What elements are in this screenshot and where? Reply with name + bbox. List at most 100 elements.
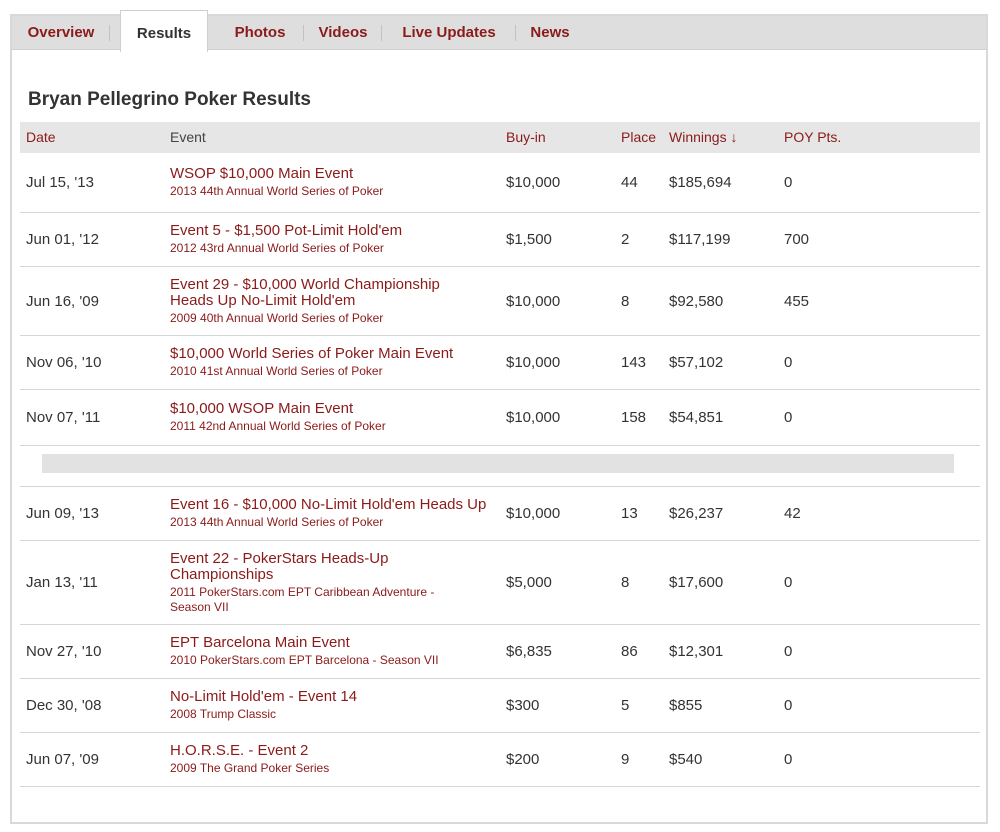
date-cell: Nov 27, '10 [26,643,102,660]
buyin-cell: $10,000 [506,174,561,191]
tab-videos[interactable]: Videos [304,16,382,50]
event-cell: Event 16 - $10,000 No-Limit Hold'em Head… [170,487,500,540]
series-name-link[interactable]: 2013 44th Annual World Series of Poker [170,184,384,198]
date-cell: Jun 01, '12 [26,231,99,248]
winnings-cell: $17,600 [669,574,724,591]
column-header-winnings[interactable]: Winnings ↓ [669,129,738,145]
column-header-place[interactable]: Place [621,129,657,145]
series-name-link-continued[interactable]: Season VII [170,599,229,614]
buyin-cell: $10,000 [506,354,561,371]
event-name-link-continued[interactable]: Championships [170,565,274,583]
place-cell: 2 [621,231,630,248]
table-row: Jun 16, '09 Event 29 - $10,000 World Cha… [20,267,980,336]
buyin-cell: $10,000 [506,292,561,310]
table-row: Nov 07, '11 $10,000 WSOP Main Event 2011… [20,390,980,445]
poy-points-cell: 0 [784,643,793,660]
place-cell: 13 [621,505,638,522]
date-cell: Jun 09, '13 [26,505,99,522]
event-name-link[interactable]: $10,000 World Series of Poker Main Event [170,345,454,362]
table-row: Jun 07, '09 H.O.R.S.E. - Event 2 2009 Th… [20,733,980,787]
event-cell: $10,000 World Series of Poker Main Event… [170,336,500,389]
buyin-cell: $300 [506,697,540,714]
buyin-cell: $200 [506,751,540,768]
results-table-header: Date Event Buy-in Place Winnings ↓ POY P… [20,122,980,153]
place-cell: 5 [621,697,630,714]
winnings-cell: $185,694 [669,174,732,191]
event-name-link[interactable]: Event 29 - $10,000 World Championship [170,275,440,293]
series-name-link[interactable]: 2009 The Grand Poker Series [170,761,330,775]
event-cell: Event 22 - PokerStars Heads-Up Champions… [170,541,500,624]
poy-points-cell: 0 [784,751,793,768]
event-name-link[interactable]: No-Limit Hold'em - Event 14 [170,688,358,705]
event-cell: EPT Barcelona Main Event 2010 PokerStars… [170,625,500,678]
table-row: Nov 06, '10 $10,000 World Series of Poke… [20,336,980,390]
date-cell: Jan 13, '11 [26,574,98,591]
buyin-cell: $5,000 [506,574,552,591]
tab-news[interactable]: News [530,24,570,41]
table-row: Jun 09, '13 Event 16 - $10,000 No-Limit … [20,487,980,541]
place-cell: 9 [621,751,630,768]
event-cell: H.O.R.S.E. - Event 2 2009 The Grand Poke… [170,733,500,786]
results-panel: Overview Results Photos Videos Live Upda… [10,10,988,824]
row-divider [20,486,980,487]
event-name-link-continued[interactable]: Heads Up No-Limit Hold'em [170,291,356,309]
series-name-link[interactable]: 2011 42nd Annual World Series of Poker [170,419,386,433]
series-name-link[interactable]: 2011 PokerStars.com EPT Caribbean Advent… [170,584,435,599]
poy-points-cell: 0 [784,697,793,714]
place-cell: 158 [621,409,647,426]
event-name-link[interactable]: $10,000 WSOP Main Event [170,400,354,417]
winnings-cell: $540 [669,751,703,768]
table-row: Jun 01, '12 Event 5 - $1,500 Pot-Limit H… [20,213,980,267]
date-cell: Jul 15, '13 [26,174,94,191]
event-name-link[interactable]: H.O.R.S.E. - Event 2 [170,742,309,759]
place-cell: 8 [621,574,630,591]
poy-points-cell: 0 [784,409,793,426]
date-cell: Jun 16, '09 [26,292,99,310]
column-header-buyin[interactable]: Buy-in [506,129,546,145]
table-row: Dec 30, '08 No-Limit Hold'em - Event 14 … [20,679,980,733]
winnings-cell: $855 [669,697,703,714]
date-cell: Jun 07, '09 [26,751,99,768]
series-name-link[interactable]: 2008 Trump Classic [170,707,277,721]
tab-overview[interactable]: Overview [12,16,110,50]
winnings-cell: $57,102 [669,354,724,371]
buyin-cell: $10,000 [506,505,561,522]
series-name-link[interactable]: 2012 43rd Annual World Series of Poker [170,241,384,255]
tab-results[interactable]: Results [120,10,208,52]
buyin-cell: $1,500 [506,231,552,248]
place-cell: 143 [621,354,647,371]
tab-live-updates[interactable]: Live Updates [382,16,516,50]
date-cell: Dec 30, '08 [26,697,102,714]
event-name-link[interactable]: Event 22 - PokerStars Heads-Up [170,549,389,567]
buyin-cell: $10,000 [506,409,561,426]
event-name-link[interactable]: Event 16 - $10,000 No-Limit Hold'em Head… [170,496,487,513]
series-name-link[interactable]: 2009 40th Annual World Series of Poker [170,310,384,325]
event-cell: WSOP $10,000 Main Event 2013 44th Annual… [170,153,500,212]
place-cell: 86 [621,643,638,660]
table-row: Jan 13, '11 Event 22 - PokerStars Heads-… [20,541,980,625]
page-title: Bryan Pellegrino Poker Results [28,89,311,110]
winnings-cell: $92,580 [669,292,724,310]
date-cell: Nov 07, '11 [26,409,101,426]
column-header-poy-points[interactable]: POY Pts. [784,129,842,145]
winnings-cell: $12,301 [669,643,724,660]
poy-points-cell: 0 [784,574,793,591]
ad-placeholder-bar [42,454,954,473]
poy-points-cell: 0 [784,354,793,371]
series-name-link[interactable]: 2013 44th Annual World Series of Poker [170,515,384,529]
event-name-link[interactable]: EPT Barcelona Main Event [170,634,350,651]
event-cell: Event 29 - $10,000 World Championship He… [170,267,500,335]
series-name-link[interactable]: 2010 41st Annual World Series of Poker [170,364,383,378]
event-name-link[interactable]: WSOP $10,000 Main Event [170,165,354,182]
place-cell: 44 [621,174,638,191]
tab-photos[interactable]: Photos [216,16,304,50]
winnings-cell: $117,199 [669,231,731,248]
event-cell: No-Limit Hold'em - Event 14 2008 Trump C… [170,679,500,732]
table-row: Nov 27, '10 EPT Barcelona Main Event 201… [20,625,980,679]
column-header-date[interactable]: Date [26,129,56,145]
buyin-cell: $6,835 [506,643,552,660]
event-cell: $10,000 WSOP Main Event 2011 42nd Annual… [170,390,500,445]
event-name-link[interactable]: Event 5 - $1,500 Pot-Limit Hold'em [170,222,403,239]
series-name-link[interactable]: 2010 PokerStars.com EPT Barcelona - Seas… [170,653,439,667]
poy-points-cell: 455 [784,292,810,310]
